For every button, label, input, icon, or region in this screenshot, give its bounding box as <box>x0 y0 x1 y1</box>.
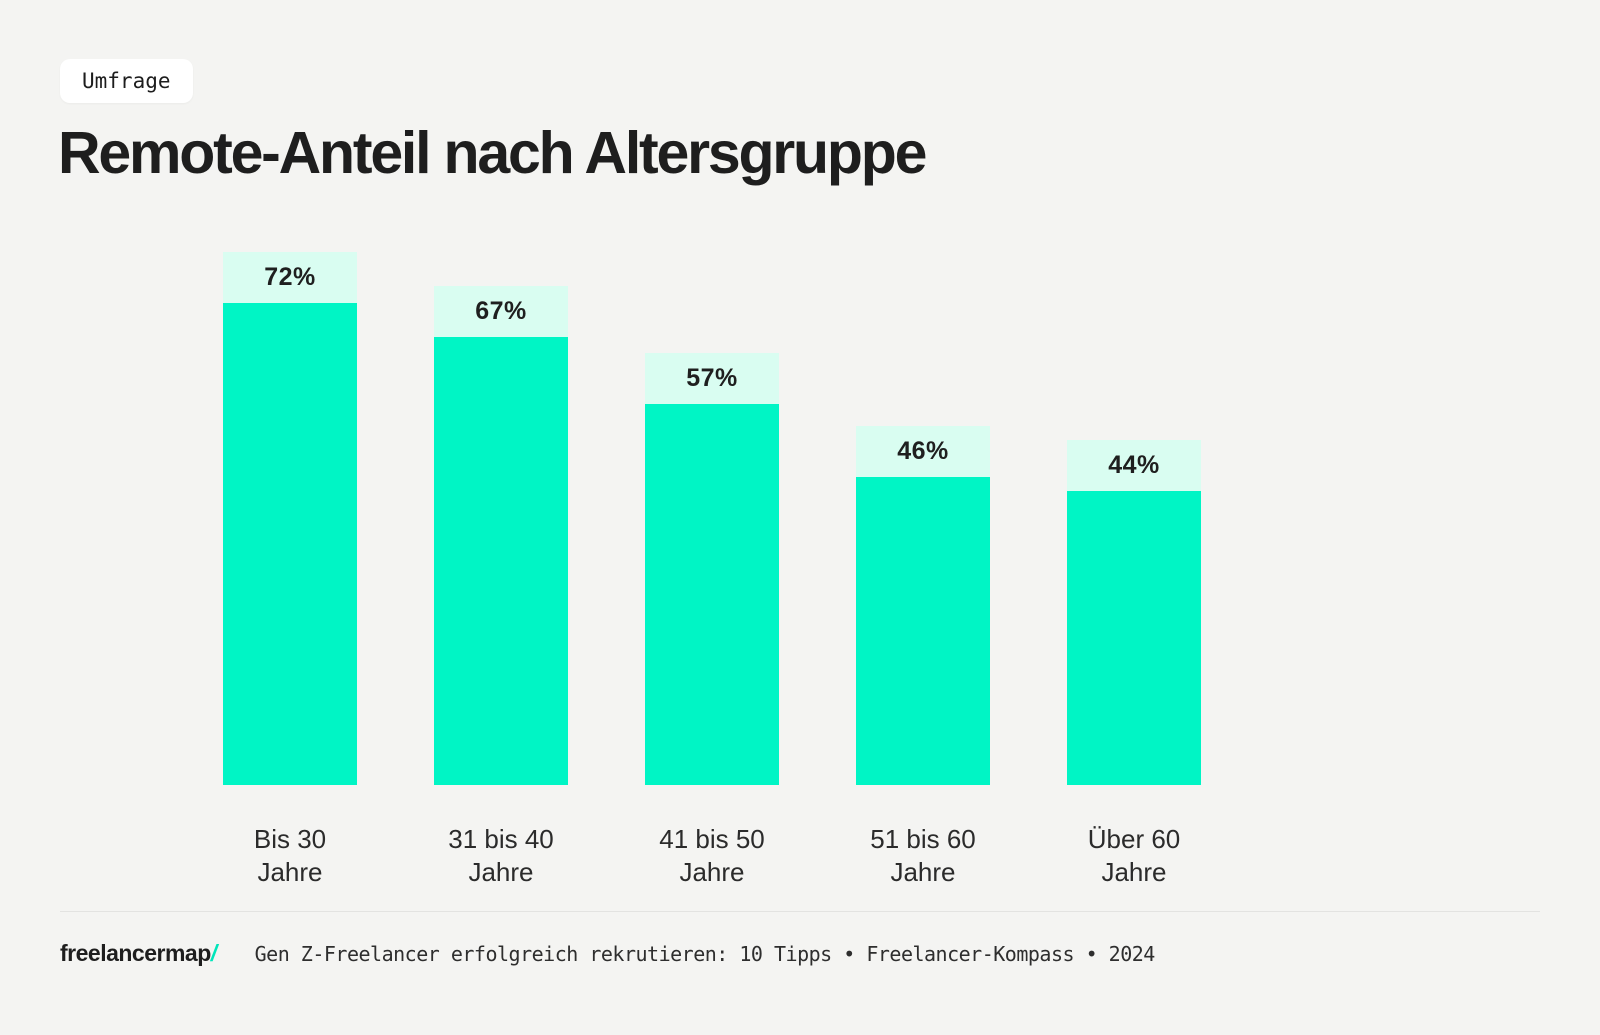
logo-slash-icon: / <box>210 940 217 966</box>
logo-wordmark: freelancermap <box>60 940 211 966</box>
bar <box>434 337 568 785</box>
bar-value-label: 72% <box>223 252 357 303</box>
x-axis-label: 31 bis 40 Jahre <box>448 824 554 888</box>
bar-value-label: 67% <box>434 286 568 337</box>
bar-column: 67% 31 bis 40 Jahre <box>434 245 568 890</box>
bar-value-label: 57% <box>645 353 779 404</box>
bar-zone: 46% <box>856 245 990 785</box>
footer-divider <box>60 911 1540 912</box>
source-text: Gen Z-Freelancer erfolgreich rekrutieren… <box>254 942 1156 966</box>
category-badge: Umfrage <box>60 59 193 103</box>
bar-value-label: 46% <box>856 426 990 477</box>
bar-zone: 67% <box>434 245 568 785</box>
bar-zone: 44% <box>1067 245 1201 785</box>
x-axis-label: Bis 30 Jahre <box>253 824 327 888</box>
footer: freelancermap/ Gen Z-Freelancer erfolgre… <box>60 940 1155 967</box>
bar <box>223 303 357 785</box>
freelancermap-logo: freelancermap/ <box>60 940 217 967</box>
bar-chart: 72% Bis 30 Jahre 67% 31 bis 40 Jahre 57% 41 bis… <box>223 245 1201 890</box>
bar-column: 72% Bis 30 Jahre <box>223 245 357 890</box>
bar-zone: 57% <box>645 245 779 785</box>
bar-column: 57% 41 bis 50 Jahre <box>645 245 779 890</box>
x-axis-label: Über 60 Jahre <box>1087 824 1181 888</box>
bar-column: 46% 51 bis 60 Jahre <box>856 245 990 890</box>
bar-zone: 72% <box>223 245 357 785</box>
bar <box>856 477 990 785</box>
bar <box>1067 491 1201 785</box>
page-title: Remote-Anteil nach Altersgruppe <box>58 120 927 186</box>
bar-column: 44% Über 60 Jahre <box>1067 245 1201 890</box>
x-axis-label: 41 bis 50 Jahre <box>659 824 765 888</box>
bar-value-label: 44% <box>1067 440 1201 491</box>
bar <box>645 404 779 785</box>
x-axis-label: 51 bis 60 Jahre <box>870 824 976 888</box>
